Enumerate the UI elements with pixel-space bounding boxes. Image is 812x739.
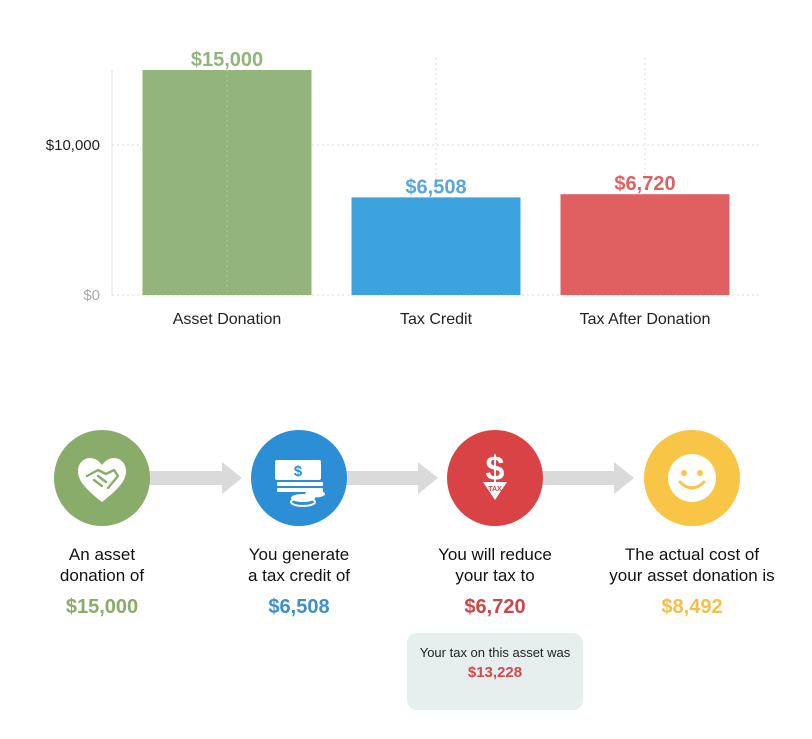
donation-circle bbox=[54, 430, 150, 526]
step-2-amount: $6,508 bbox=[268, 596, 330, 618]
bar-value-label: $6,720 bbox=[614, 173, 675, 195]
bar-value-label: $6,508 bbox=[405, 176, 466, 198]
step-3-line-1: You will reduce bbox=[438, 545, 552, 564]
step-3-description: You will reduce your tax to bbox=[395, 544, 595, 586]
reduced-tax-circle: $ TAX bbox=[447, 430, 543, 526]
note-amount: $13,228 bbox=[467, 664, 523, 681]
step-2-description: You generate a tax credit of bbox=[199, 544, 399, 586]
step-1-line-1: An asset bbox=[68, 545, 136, 564]
step-3-line-2: your tax to bbox=[455, 566, 535, 585]
money-coins-icon: $ bbox=[275, 460, 325, 507]
x-tick-label: Tax After Donation bbox=[580, 311, 711, 328]
x-tick-label: Asset Donation bbox=[173, 311, 282, 328]
actual-cost-circle bbox=[644, 430, 740, 526]
step-1-description: An asset donation of bbox=[2, 544, 202, 586]
step-4-line-1: The actual cost of bbox=[624, 545, 760, 564]
tax-credit-circle: $ bbox=[251, 430, 347, 526]
step-3-amount: $6,720 bbox=[464, 596, 526, 618]
step-1-line-2: donation of bbox=[59, 566, 145, 585]
svg-text:$: $ bbox=[294, 463, 303, 480]
step-4-line-2: your asset donation is bbox=[609, 566, 775, 585]
flow-arrow-2 bbox=[344, 462, 438, 494]
step-2-line-2: a tax credit of bbox=[247, 566, 351, 585]
svg-text:$: $ bbox=[486, 450, 505, 488]
bar-chart: $0 $10,000 Asset Donation Tax Credit Tax Af… bbox=[46, 49, 760, 328]
x-axis-labels: Asset Donation Tax Credit Tax After Donati… bbox=[173, 311, 711, 328]
bar bbox=[142, 70, 312, 295]
y-tick-label: $10,000 bbox=[46, 137, 100, 154]
original-tax-note: Your tax on this asset was $13,228 bbox=[407, 633, 583, 710]
note-text: Your tax on this asset was bbox=[419, 645, 571, 660]
step-1-amount: $15,000 bbox=[65, 596, 139, 618]
flow-arrow-1 bbox=[148, 462, 242, 494]
bar bbox=[560, 194, 730, 295]
bar bbox=[351, 197, 521, 295]
bar-value-labels: $15,000 $6,508 $6,720 bbox=[191, 49, 676, 198]
dollar-tax-icon: $ TAX bbox=[483, 450, 507, 500]
smiley-face-icon bbox=[668, 454, 716, 502]
handshake-heart-icon bbox=[78, 458, 126, 502]
chart-bars bbox=[142, 70, 730, 295]
tax-icon-label: TAX bbox=[488, 486, 502, 493]
step-2-line-1: You generate bbox=[248, 545, 350, 564]
step-4-description: The actual cost of your asset donation i… bbox=[592, 544, 792, 586]
flow-arrow-3 bbox=[540, 462, 634, 494]
y-tick-label: $0 bbox=[83, 287, 100, 304]
y-axis-labels: $0 $10,000 bbox=[46, 137, 100, 304]
step-4-amount: $8,492 bbox=[661, 596, 723, 618]
bar-value-label: $15,000 bbox=[191, 49, 263, 71]
x-tick-label: Tax Credit bbox=[400, 311, 473, 328]
